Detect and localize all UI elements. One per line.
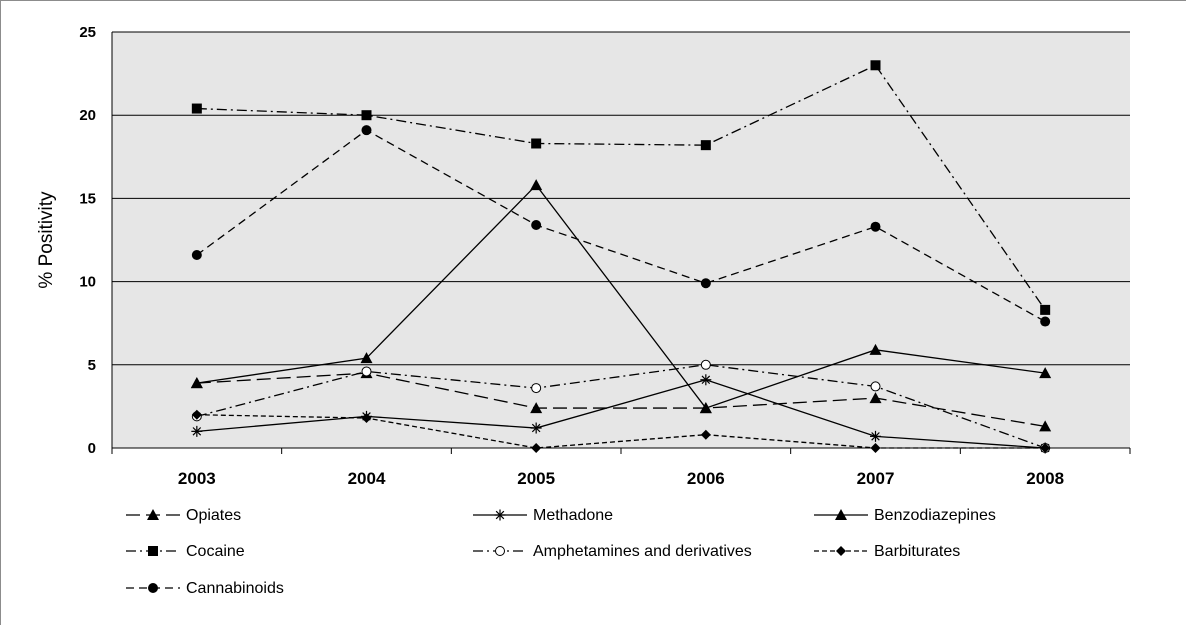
legend-item: Cocaine — [126, 543, 245, 560]
data-point — [870, 221, 881, 232]
data-point — [869, 343, 882, 355]
series-cannabinoids — [191, 125, 1051, 327]
legend-item: Cannabinoids — [126, 580, 284, 597]
data-point — [1039, 420, 1052, 432]
series-line — [196, 379, 1046, 449]
series-layer — [190, 60, 1052, 454]
data-point — [870, 430, 881, 442]
y-axis-ticks: 0 5 10 15 20 25 — [79, 24, 96, 457]
y-tick-label: 15 — [79, 190, 96, 207]
data-point — [700, 140, 711, 151]
data-point — [190, 377, 203, 389]
legend-marker — [148, 583, 158, 593]
x-tick-label: 2005 — [517, 469, 555, 488]
data-point — [361, 110, 372, 121]
legend-marker — [495, 546, 505, 556]
legend-marker — [148, 546, 158, 556]
data-point — [699, 402, 712, 414]
data-point — [700, 359, 711, 370]
data-point — [530, 179, 543, 191]
data-point — [870, 381, 881, 392]
data-point — [1039, 367, 1052, 379]
legend-label: Barbiturates — [874, 543, 960, 560]
plot-area — [112, 32, 1130, 448]
data-point — [531, 383, 542, 394]
data-point — [360, 352, 373, 364]
data-point — [531, 443, 542, 453]
data-point — [191, 103, 202, 114]
series-line — [196, 184, 1046, 409]
legend-marker — [147, 509, 159, 520]
data-point — [191, 409, 202, 420]
data-point — [1040, 443, 1051, 453]
legend-item: Barbiturates — [814, 543, 960, 560]
legend: Opiates Methadone Benzodiazepines Cocaine Am… — [126, 507, 996, 597]
legend-item: Opiates — [126, 507, 241, 524]
data-point — [870, 60, 881, 71]
legend-label: Methadone — [533, 507, 613, 524]
y-tick-label: 10 — [79, 274, 96, 291]
series-barbiturates — [191, 409, 1051, 453]
legend-item: Benzodiazepines — [814, 507, 996, 524]
legend-item: Methadone — [473, 507, 613, 524]
series-line — [196, 364, 1046, 449]
x-axis: 2003 2004 2005 2006 2007 2008 — [111, 32, 1131, 488]
y-tick-label: 5 — [88, 357, 96, 374]
y-tick-label: 20 — [79, 107, 96, 124]
data-point — [361, 413, 372, 424]
series-cocaine — [191, 60, 1051, 315]
data-point — [191, 249, 202, 260]
x-tick-label: 2004 — [348, 469, 386, 488]
legend-label: Cannabinoids — [186, 580, 284, 597]
x-tick-label: 2007 — [857, 469, 895, 488]
x-tick-label: 2006 — [687, 469, 725, 488]
legend-item: Amphetamines and derivatives — [473, 543, 752, 560]
data-point — [870, 443, 881, 453]
y-tick-label: 0 — [88, 440, 96, 457]
data-point — [700, 374, 712, 386]
legend-label: Opiates — [186, 507, 241, 524]
legend-marker — [835, 509, 847, 520]
series-benzodiazepines — [190, 179, 1052, 414]
data-point — [530, 402, 543, 414]
data-point — [531, 138, 542, 149]
x-tick-label: 2003 — [178, 469, 216, 488]
data-point — [530, 422, 542, 434]
series-line — [196, 129, 1046, 323]
series-methadone — [191, 374, 1051, 454]
legend-label: Cocaine — [186, 543, 245, 560]
data-point — [1040, 316, 1051, 327]
legend-label: Amphetamines and derivatives — [533, 543, 752, 560]
data-point — [361, 366, 372, 377]
data-point — [700, 429, 711, 440]
data-point — [1040, 304, 1051, 315]
y-tick-label: 25 — [79, 24, 96, 41]
data-point — [531, 220, 542, 231]
series-line — [196, 64, 1046, 311]
data-point — [700, 278, 711, 289]
legend-label: Benzodiazepines — [874, 507, 996, 524]
legend-marker — [494, 509, 506, 521]
series-line — [196, 372, 1046, 428]
data-point — [191, 425, 203, 437]
legend-marker — [836, 546, 846, 556]
series-line — [196, 414, 1046, 449]
y-axis-label: % Positivity — [36, 191, 57, 289]
x-tick-label: 2008 — [1026, 469, 1064, 488]
data-point — [869, 392, 882, 404]
data-point — [361, 125, 372, 136]
